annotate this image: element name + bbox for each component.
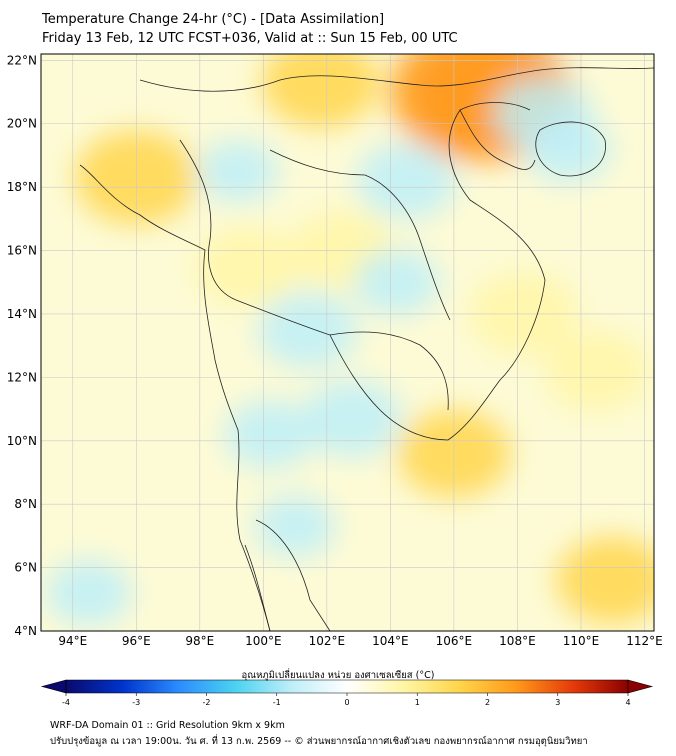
lat-label: 16°N bbox=[7, 244, 37, 258]
field-anomaly-7 bbox=[195, 226, 300, 307]
colorbar-tick-label: -3 bbox=[132, 698, 140, 707]
colorbar-tick-label: -4 bbox=[62, 698, 70, 707]
map-frame bbox=[40, 53, 655, 632]
footer-credit: ปรับปรุงข้อมูล ณ เวลา 19:00น. วัน ศ. ที่… bbox=[50, 736, 588, 747]
field-anomaly-12 bbox=[302, 380, 402, 457]
field-anomaly-17 bbox=[46, 560, 132, 626]
footer-model-info: WRF-DA Domain 01 :: Grid Resolution 9km … bbox=[50, 720, 285, 731]
lat-lon-grid bbox=[41, 54, 654, 631]
lat-label: 8°N bbox=[14, 497, 37, 511]
colorbar: -4 -3 -2 -1 0 1 2 3 4 bbox=[40, 679, 654, 707]
lon-label: 110°E bbox=[563, 634, 600, 648]
colorbar-tick-label: 0 bbox=[344, 698, 349, 707]
lat-label: 20°N bbox=[7, 117, 37, 131]
lat-label: 4°N bbox=[14, 624, 37, 638]
field-anomaly-18 bbox=[254, 495, 336, 558]
lat-label: 14°N bbox=[7, 307, 37, 321]
colorbar-min-extension bbox=[40, 679, 67, 694]
colorbar-tick-label: -2 bbox=[203, 698, 211, 707]
malay-peninsula-coast bbox=[244, 544, 271, 631]
coastlines-and-borders bbox=[79, 67, 654, 631]
colorbar-tick-label: 2 bbox=[485, 698, 490, 707]
field-anomaly-13 bbox=[224, 399, 315, 470]
lon-label: 96°E bbox=[122, 634, 151, 648]
field-anomaly-6 bbox=[556, 536, 654, 624]
colorbar-tick-label: 4 bbox=[625, 698, 630, 707]
field-anomaly-10 bbox=[356, 142, 456, 220]
lon-label: 98°E bbox=[185, 634, 214, 648]
lat-label: 22°N bbox=[7, 53, 37, 67]
field-anomaly-3 bbox=[261, 54, 380, 128]
cambodia-border bbox=[329, 331, 449, 411]
colorbar-tick-label: 3 bbox=[555, 698, 560, 707]
lon-label: 94°E bbox=[58, 634, 87, 648]
field-anomaly-15 bbox=[525, 116, 611, 182]
lat-label: 12°N bbox=[7, 370, 37, 384]
colorbar-tick-label: 1 bbox=[415, 698, 420, 707]
lon-label: 108°E bbox=[499, 634, 536, 648]
map-subtitle: Friday 13 Feb, 12 UTC FCST+036, Valid at… bbox=[42, 31, 458, 46]
temperature-field bbox=[46, 54, 654, 626]
colorbar-label: อุณหภูมิเปลี่ยนแปลง หน่วย องศาเซลเซียส (… bbox=[241, 670, 435, 681]
lat-label: 6°N bbox=[14, 561, 37, 575]
lon-label: 112°E bbox=[626, 634, 663, 648]
laos-border bbox=[269, 149, 451, 321]
lon-label: 104°E bbox=[372, 634, 409, 648]
field-anomaly-16 bbox=[197, 140, 279, 203]
lon-label: 100°E bbox=[245, 634, 282, 648]
axis-labels: 4°N 6°N 8°N 10°N 12°N 14°N 16°N 18°N 20°N 22°N 94°… bbox=[7, 53, 663, 648]
china-border bbox=[139, 67, 654, 92]
indochina-coastline bbox=[79, 102, 546, 631]
lat-label: 10°N bbox=[7, 434, 37, 448]
field-anomaly-19 bbox=[354, 249, 440, 316]
gulf-of-tonkin-coast bbox=[459, 109, 536, 170]
lon-label: 106°E bbox=[436, 634, 473, 648]
field-anomaly-9 bbox=[544, 331, 649, 412]
hainan-island bbox=[535, 121, 606, 177]
field-anomaly-11 bbox=[258, 291, 358, 369]
colorbar-max-extension bbox=[627, 679, 654, 694]
lat-label: 18°N bbox=[7, 180, 37, 194]
lon-label: 102°E bbox=[309, 634, 346, 648]
colorbar-tick-label: -1 bbox=[273, 698, 281, 707]
map-title: Temperature Change 24-hr (°C) - [Data As… bbox=[42, 12, 385, 27]
myanmar-border bbox=[179, 139, 237, 301]
